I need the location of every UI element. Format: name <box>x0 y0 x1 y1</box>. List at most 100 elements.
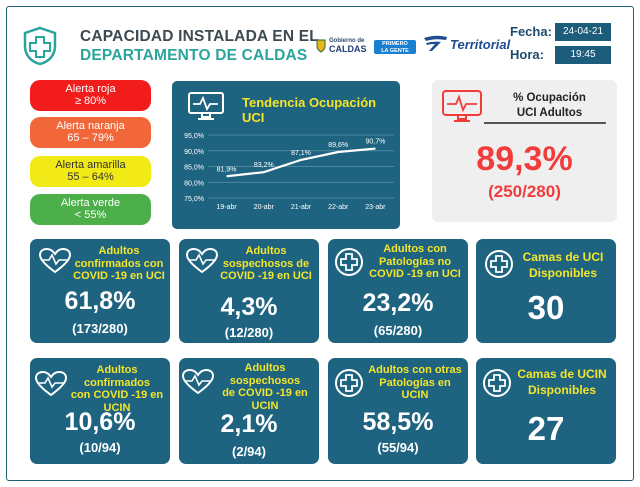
medical-cross-circle-icon <box>335 248 363 276</box>
card-ucin-camas-value: 27 <box>527 410 565 447</box>
trend-line-chart: 95,0% 90,0% 85,0% 80,0% 75,0% 19-abr 20-abr 21-… <box>184 133 394 211</box>
heart-pulse-icon <box>34 370 68 397</box>
card-ucin-confirmados-value: 10,6% <box>64 408 136 436</box>
alert-naranja-range: 65 – 79% <box>67 132 114 144</box>
y-tick-label: 90,0% <box>184 149 204 156</box>
title-line3: UCIN <box>401 389 429 401</box>
ocupacion-title-line1: % Ocupación <box>513 92 586 104</box>
title-line1: Adultos con otras <box>368 364 462 376</box>
card-uci-sospechosos-value: 4,3% <box>220 293 278 321</box>
ocupacion-panel: % Ocupación UCI Adultos 89,3% (250/280) <box>432 80 617 222</box>
data-label: 81,9% <box>217 166 237 173</box>
card-uci-patologias-value: 23,2% <box>362 289 434 317</box>
trend-panel: Tendencia Ocupación UCI 95,0% 90,0% 85,0% 8… <box>172 81 400 229</box>
gobierno-caldas-logo: Gobierno de CALDAS <box>316 38 367 54</box>
x-tick-label: 22-abr <box>328 204 349 211</box>
card-ucin-sospechosos-title: Adultos sospechosos de COVID -19 en UCIN <box>211 362 319 412</box>
card-uci-camas-title: Camas de UCI Disponibles <box>512 249 614 281</box>
card-ucin-patologias-fraction: (55/94) <box>377 440 419 455</box>
data-label: 87,1% <box>291 150 311 157</box>
caldas-shield-icon <box>316 39 326 53</box>
alert-roja-label: Alerta roja <box>65 83 116 95</box>
title-line2: confirmados con <box>74 257 164 270</box>
card-ucin-camas: Camas de UCIN Disponibles 27 <box>476 358 616 464</box>
territorial-logo: Territorial <box>422 34 510 52</box>
heart-pulse-icon <box>181 368 215 395</box>
title-line1: Adultos <box>98 245 140 257</box>
primero-line2: LA GENTE <box>381 47 409 54</box>
alert-verde: Alerta verde < 55% <box>30 194 151 225</box>
trend-title: Tendencia Ocupación UCI <box>242 95 377 125</box>
card-uci-sospechosos-fraction: (12/280) <box>224 325 274 340</box>
alert-verde-range: < 55% <box>74 209 107 221</box>
card-uci-confirmados: Adultos confirmados con COVID -19 en UCI… <box>30 239 170 343</box>
alert-amarilla-label: Alerta amarilla <box>55 159 126 171</box>
data-label: 89,6% <box>328 142 348 149</box>
page-title: CAPACIDAD INSTALADA EN EL <box>80 28 319 45</box>
card-uci-camas: Camas de UCI Disponibles 30 <box>476 239 616 343</box>
medical-cross-shield-icon <box>23 26 57 66</box>
alert-amarilla-range: 55 – 64% <box>67 171 114 183</box>
monitor-ecg-icon <box>188 92 224 120</box>
card-ucin-sospechosos-fraction: (2/94) <box>232 444 266 459</box>
x-tick-label: 23-abr <box>365 204 386 211</box>
title-line1: Adultos con <box>383 243 447 255</box>
card-ucin-confirmados-title: Adultos confirmados con COVID -19 en UCI… <box>64 364 170 414</box>
page-subtitle: DEPARTAMENTO DE CALDAS <box>80 47 308 64</box>
x-tick-label: 19-abr <box>216 204 237 211</box>
card-ucin-sospechosos: Adultos sospechosos de COVID -19 en UCIN… <box>179 358 319 464</box>
series-line <box>226 147 376 178</box>
territorial-swoosh-icon <box>424 35 447 51</box>
primero-la-gente-logo: PRIMERO LA GENTE <box>374 40 416 54</box>
alert-naranja-label: Alerta naranja <box>56 120 125 132</box>
x-tick-label: 20-abr <box>254 204 275 211</box>
title-line1: Adultos <box>245 245 287 257</box>
title-line2: con COVID -19 en <box>70 389 164 401</box>
medical-cross-circle-icon <box>485 250 513 278</box>
data-label: 83,2% <box>254 162 274 169</box>
ocupacion-title: % Ocupación UCI Adultos <box>482 91 617 121</box>
territorial-text: Territorial <box>450 37 511 52</box>
card-uci-confirmados-fraction: (173/280) <box>72 321 128 336</box>
title-line2: Patologías en <box>379 376 451 389</box>
card-uci-sospechosos-title: Adultos sospechosos de COVID -19 en UCI <box>215 245 317 283</box>
card-uci-camas-value: 30 <box>527 289 565 326</box>
gob-big-text: CALDAS <box>329 43 367 54</box>
title-line2: Patologías no <box>378 255 452 268</box>
hora-label: Hora: <box>510 47 544 62</box>
ocupacion-value: 89,3% <box>476 140 573 178</box>
title-line2: Disponibles <box>527 383 596 397</box>
ecg-monitor-icon <box>442 90 482 122</box>
card-uci-patologias-title: Adultos con Patologías no COVID -19 en U… <box>364 243 466 281</box>
y-tick-label: 85,0% <box>184 165 204 172</box>
card-ucin-confirmados-fraction: (10/94) <box>79 440 121 455</box>
card-ucin-patologias: Adultos con otras Patologías en UCIN 58,… <box>328 358 468 464</box>
y-tick-label: 75,0% <box>184 196 204 203</box>
alert-naranja: Alerta naranja 65 – 79% <box>30 117 151 148</box>
medical-cross-circle-icon <box>335 369 363 397</box>
alert-roja: Alerta roja ≥ 80% <box>30 80 151 111</box>
card-uci-patologias: Adultos con Patologías no COVID -19 en U… <box>328 239 468 343</box>
title-line2: Disponibles <box>528 266 597 280</box>
fecha-value: 24-04-21 <box>555 23 611 41</box>
card-uci-confirmados-title: Adultos confirmados con COVID -19 en UCI <box>70 245 168 283</box>
title-line1: Adultos confirmados <box>83 364 150 389</box>
gob-small-text: Gobierno de <box>329 38 365 44</box>
heart-pulse-icon <box>185 247 219 274</box>
alert-verde-label: Alerta verde <box>60 197 121 209</box>
title-line1: Camas de UCIN <box>517 367 607 381</box>
title-line1: Adultos sospechosos <box>229 362 301 387</box>
primero-line1: PRIMERO <box>382 41 408 47</box>
y-tick-label: 95,0% <box>184 133 204 140</box>
title-line3: UCIN <box>103 401 131 414</box>
card-ucin-patologias-title: Adultos con otras Patologías en UCIN <box>364 364 466 402</box>
card-ucin-patologias-value: 58,5% <box>362 408 434 436</box>
alert-amarilla: Alerta amarilla 55 – 64% <box>30 156 151 187</box>
dashboard-frame <box>6 6 634 481</box>
title-line3: COVID -19 en UCI <box>220 270 312 282</box>
x-tick-label: 21-abr <box>291 204 312 211</box>
title-line1: Camas de UCI <box>522 250 604 264</box>
card-uci-patologias-fraction: (65/280) <box>373 323 423 338</box>
title-line3: COVID -19 en UCI <box>369 268 461 280</box>
card-ucin-sospechosos-value: 2,1% <box>220 410 278 438</box>
